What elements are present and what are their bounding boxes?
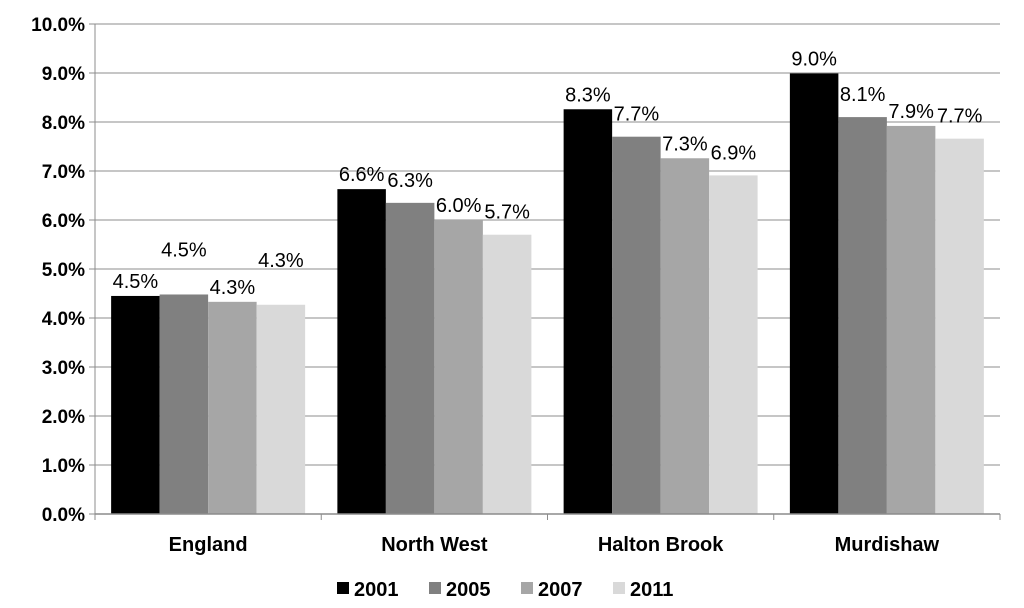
data-labels: 4.5%4.5%4.3%4.3%6.6% 6.3%6.0% 5.7%8.3%7.7%…: [113, 48, 983, 298]
data-label: 4.3%: [258, 250, 304, 272]
legend-label-2001: 2001: [354, 579, 399, 601]
y-axis-ticks: 0.0% 1.0% 2.0% 3.0% 4.0% 5.0% 6.0% 7.0% 8.0% 9.0%…: [31, 15, 95, 526]
bar-2005-0: [159, 294, 209, 514]
legend-swatch-2011: [613, 582, 625, 594]
legend-label-2011: 2011: [630, 579, 673, 601]
data-label: 8.3%: [565, 84, 611, 106]
data-label: 4.5%: [161, 239, 207, 261]
bar-2005-3: [838, 117, 887, 514]
legend-swatch-2005: [429, 582, 441, 594]
x-axis-categories: England North West Halton Brook Murdishaw: [169, 534, 940, 556]
category-label: North West: [381, 534, 488, 556]
bars: [111, 73, 984, 515]
bar-2001-1: [337, 189, 386, 514]
y-tick-label: 7.0%: [42, 162, 85, 183]
data-label: 4.5%: [113, 271, 159, 293]
data-label: 4.3%: [210, 277, 256, 299]
bar-2001-2: [563, 109, 613, 514]
data-label: 6.3%: [387, 170, 433, 192]
y-tick-label: 8.0%: [42, 113, 85, 134]
category-label: Murdishaw: [835, 534, 940, 556]
bar-2011-2: [709, 175, 758, 514]
data-label: 5.7%: [484, 202, 530, 224]
axes: [94, 24, 1001, 520]
y-tick-label: 9.0%: [42, 64, 85, 85]
data-label: 7.7%: [937, 106, 983, 128]
legend-label-2007: 2007: [538, 579, 583, 601]
data-label: 6.6%: [339, 164, 385, 186]
data-label: 6.9%: [711, 142, 757, 164]
data-label: 7.7%: [614, 104, 660, 126]
bar-2001-3: [789, 73, 839, 515]
y-tick-label: 2.0%: [42, 407, 85, 428]
bar-2007-0: [208, 301, 257, 514]
category-label: Halton Brook: [598, 534, 724, 556]
legend: 2001 2005 2007 2011: [337, 579, 673, 601]
data-label: 8.1%: [840, 84, 886, 106]
y-tick-label: 6.0%: [42, 211, 85, 232]
y-tick-label: 5.0%: [42, 260, 85, 281]
y-tick-label: 0.0%: [42, 505, 85, 526]
data-label: 9.0%: [791, 48, 837, 70]
category-label: England: [169, 534, 248, 556]
legend-swatch-2007: [521, 582, 533, 594]
bar-2007-1: [434, 220, 483, 514]
y-tick-label: 10.0%: [31, 15, 85, 36]
bar-2005-1: [385, 202, 435, 514]
bar-2005-2: [612, 136, 661, 514]
bar-2007-2: [660, 158, 710, 514]
y-tick-label: 1.0%: [42, 456, 85, 477]
legend-label-2005: 2005: [446, 579, 491, 601]
bar-2011-1: [482, 234, 532, 514]
legend-swatch-2001: [337, 582, 349, 594]
y-tick-label: 4.0%: [42, 309, 85, 330]
data-label: 7.3%: [662, 133, 708, 155]
bar-2011-0: [256, 304, 306, 514]
bar-2007-3: [886, 125, 936, 515]
bar-2011-3: [935, 138, 984, 514]
y-tick-label: 3.0%: [42, 358, 85, 379]
data-label: 6.0%: [436, 195, 482, 217]
data-label: 7.9%: [888, 101, 934, 123]
bar-2001-0: [111, 295, 160, 514]
